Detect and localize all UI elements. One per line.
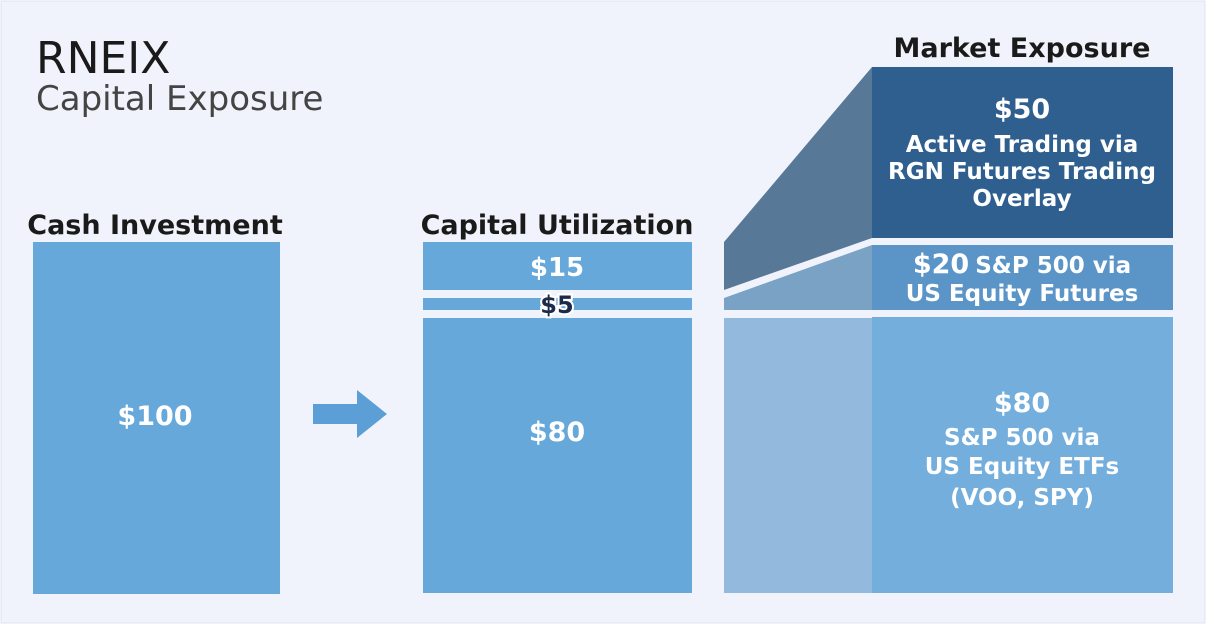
label: S&P 500 via: [975, 253, 1131, 279]
connector: [724, 67, 872, 290]
title: RNEIX: [36, 33, 170, 84]
block: [872, 317, 1173, 593]
amount: $5: [540, 291, 573, 319]
amount: $20: [913, 249, 969, 280]
block: [872, 67, 1173, 238]
column-heading: Market Exposure: [894, 33, 1151, 64]
label: US Equity ETFs: [925, 454, 1119, 480]
label: S&P 500 via: [944, 425, 1100, 451]
subtitle: Capital Exposure: [36, 79, 323, 119]
amount: $15: [530, 253, 584, 283]
arrow: [313, 390, 387, 438]
label: US Equity Futures: [906, 281, 1139, 307]
block: [33, 242, 280, 594]
amount: $100: [117, 401, 192, 432]
block: [423, 242, 692, 290]
label: Active Trading via: [906, 132, 1139, 158]
column-heading: Cash Investment: [27, 210, 283, 241]
column-heading: Capital Utilization: [421, 210, 694, 241]
label: Overlay: [972, 186, 1071, 212]
amount: $80: [529, 417, 585, 448]
block: [872, 245, 1173, 310]
amount: $80: [994, 388, 1050, 419]
block: [423, 298, 692, 310]
block: [423, 318, 692, 593]
label: (VOO, SPY): [950, 485, 1094, 511]
block-text: $20 S&P 500 via: [913, 249, 1131, 280]
label: RGN Futures Trading: [888, 159, 1156, 185]
connector: [724, 318, 872, 593]
amount: $50: [994, 94, 1050, 125]
connector: [724, 245, 872, 310]
